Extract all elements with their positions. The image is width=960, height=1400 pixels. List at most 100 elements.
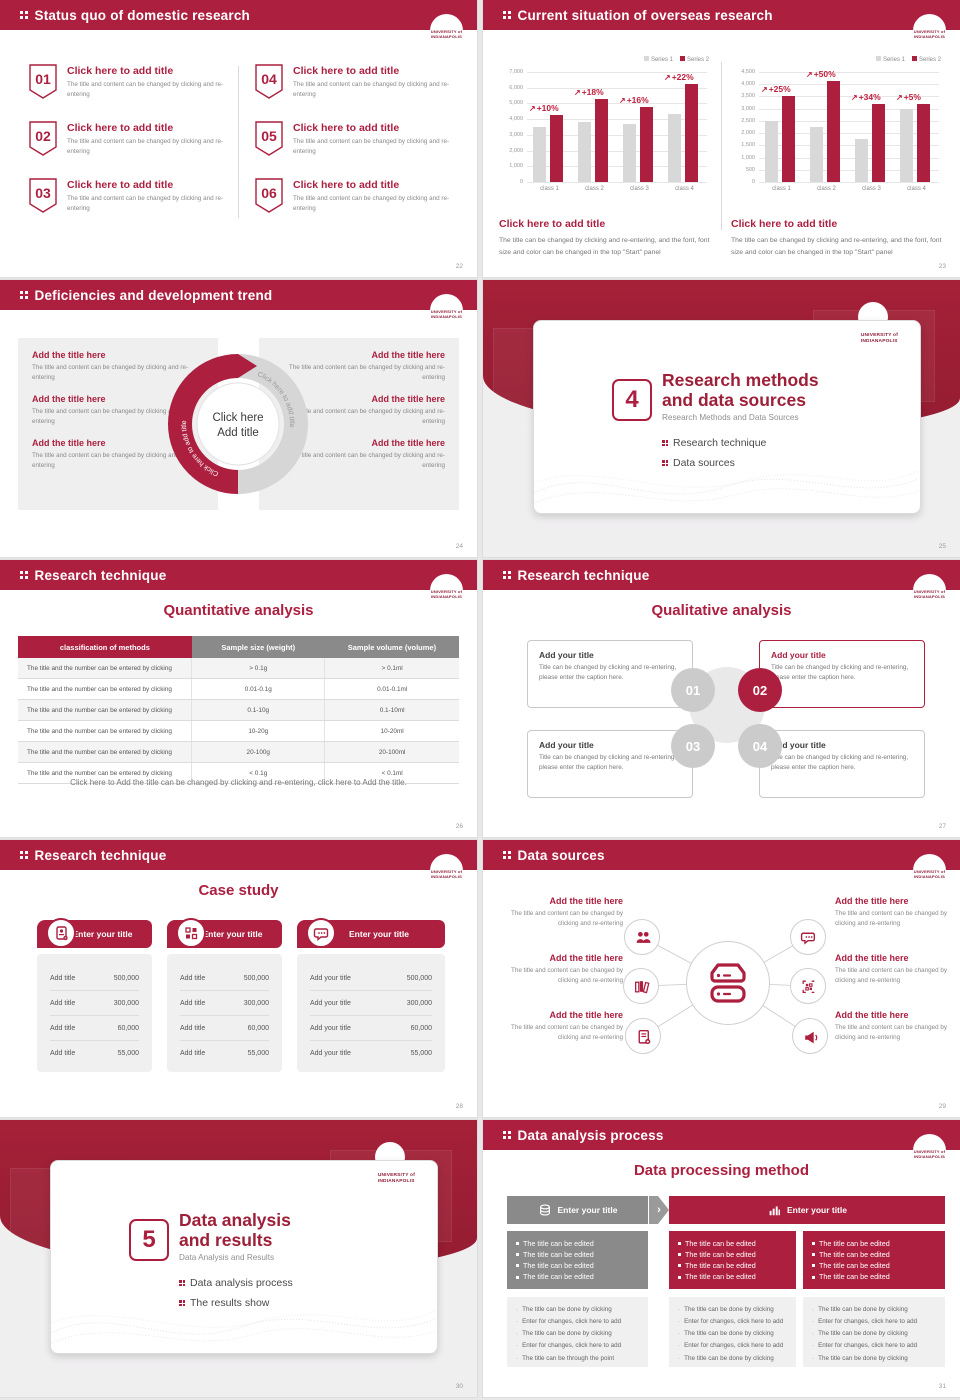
spoke-circle — [623, 968, 659, 1004]
pennant-badge-icon: 02 — [29, 121, 57, 156]
university-logo: UNIVERSITY of INDIANAPOLIS — [913, 1134, 946, 1167]
y-axis-tick-label: 4,000 — [741, 81, 755, 88]
left-text-panel: Add the title here The title and content … — [18, 338, 218, 510]
page-number: 22 — [455, 263, 463, 270]
card-icon-circle — [46, 918, 76, 948]
caption-box-03: Add your title Title can be changed by cl… — [527, 730, 693, 798]
item-body: The title and content can be changed by … — [67, 195, 224, 212]
slide-26-quantitative-analysis[interactable]: Research technique UNIVERSITY of INDIANAP… — [0, 559, 478, 838]
numbered-list-item: 06 Click here to add title The title and c… — [254, 178, 462, 214]
card-header: Enter your title — [297, 918, 445, 948]
university-logo: UNIVERSITY of INDIANAPOLIS — [913, 14, 946, 47]
note-item: · The title can be done by clicking — [678, 1306, 774, 1313]
growth-annotation: ↗+25% — [761, 84, 791, 95]
edit-item: The title can be edited — [516, 1260, 639, 1271]
row-label: Add your title — [310, 1049, 351, 1057]
growth-annotation: ↗+34% — [851, 91, 881, 102]
slide-30-section-data-analysis[interactable]: UNIVERSITY of INDIANAPOLIS 5 Data analysi… — [0, 1119, 478, 1398]
slide-31-data-analysis-process[interactable]: Data analysis process UNIVERSITY of INDIA… — [482, 1119, 960, 1398]
page-number: 28 — [455, 1103, 463, 1110]
spoke-circle — [625, 1018, 661, 1054]
center-label-line2: Add title — [217, 427, 259, 439]
spoke-body: The title and content can be changed by … — [510, 910, 623, 928]
wave-pattern-decoration — [51, 1310, 435, 1344]
section-bullet-icon — [662, 440, 668, 446]
svg-text:05: 05 — [261, 128, 277, 144]
slide-24-deficiencies-trend[interactable]: Deficiencies and development trend UNIVE… — [0, 279, 478, 558]
header-dots-icon — [503, 851, 511, 859]
university-logo: UNIVERSITY of INDIANAPOLIS — [860, 333, 898, 344]
slide-23-overseas-research[interactable]: Current situation of overseas research U… — [482, 0, 960, 278]
bar-series2-class2 — [595, 98, 608, 182]
edit-item: The title can be edited — [678, 1238, 787, 1249]
pennant-badge-icon: 03 — [29, 178, 57, 213]
card-data-row: Add title 55,000 — [50, 1041, 139, 1065]
page-number: 30 — [455, 1383, 463, 1390]
slide-28-case-study[interactable]: Research technique UNIVERSITY of INDIANAP… — [0, 839, 478, 1118]
table-caption: Click here to Add the title can be chang… — [70, 778, 407, 787]
slide-25-section-research-methods[interactable]: UNIVERSITY of INDIANAPOLIS 4 Research met… — [482, 279, 960, 558]
header-dots-icon — [20, 851, 28, 859]
slide-header-band: Status quo of domestic research — [0, 0, 477, 30]
row-value: 55,000 — [117, 1049, 139, 1057]
block-body: The title and content can be changed by … — [32, 408, 189, 426]
number-badge: 01 — [28, 64, 58, 100]
slide-subtitle: Quantitative analysis — [163, 602, 314, 619]
value-cell: < 0.1g — [191, 762, 325, 784]
table-header-cell: Sample size (weight) — [191, 636, 325, 658]
block-body: The title and content can be changed by … — [32, 364, 189, 382]
center-label-line1: Click here — [212, 412, 263, 424]
section-bullet-icon — [662, 460, 668, 466]
y-axis-tick-label: 2,000 — [741, 130, 755, 137]
row-value: 500,000 — [113, 974, 139, 982]
edit-item: The title can be edited — [678, 1260, 787, 1271]
spoke-text-block: Add the title here The title and content … — [497, 1010, 623, 1043]
flow-arrow-icon: › — [649, 1196, 669, 1224]
slide-22-status-quo-domestic[interactable]: Status quo of domestic research UNIVERSI… — [0, 0, 478, 278]
row-label: Add title — [50, 1049, 76, 1057]
box-title: Add your title — [539, 740, 594, 750]
card-data-row: Add your title 55,000 — [310, 1041, 432, 1065]
university-logo: UNIVERSITY of INDIANAPOLIS — [913, 574, 946, 607]
section-bullet-item: Research technique — [662, 437, 766, 449]
svg-text:01: 01 — [35, 71, 51, 87]
spoke-text-block: Add the title here The title and content … — [835, 896, 960, 929]
gridline — [759, 133, 939, 135]
block-body: The title and content can be changed by … — [288, 452, 445, 470]
slide-29-data-sources[interactable]: Data sources UNIVERSITY of INDIANAPOLIS A… — [482, 839, 960, 1118]
row-label: Add title — [50, 999, 76, 1007]
note-list-box: · The title can be done by clicking · Enter… — [669, 1297, 796, 1367]
gridline — [759, 120, 939, 122]
spoke-text-block: Add the title here The title and content … — [497, 953, 623, 986]
slide-27-qualitative-analysis[interactable]: Research technique UNIVERSITY of INDIANAP… — [482, 559, 960, 838]
block-body: The title and content can be changed by … — [32, 452, 189, 470]
table-row: The title and the number can be entered … — [18, 678, 459, 700]
column-divider — [721, 62, 722, 230]
gridline — [527, 182, 707, 183]
section-bullet-icon — [179, 1280, 185, 1286]
value-cell: < 0.1ml — [324, 762, 459, 784]
y-axis-tick-label: 3,500 — [741, 93, 755, 100]
table-row: The title and the number can be entered … — [18, 658, 459, 679]
card-data-row: Add your title 500,000 — [310, 966, 432, 991]
block-title: Add the title here — [32, 438, 106, 449]
number-circle-04: 04 — [738, 724, 782, 768]
bar-series2-class4 — [917, 103, 930, 182]
section-number: 5 — [129, 1219, 169, 1261]
spoke-title: Add the title here — [549, 953, 623, 963]
number-circle-03: 03 — [671, 724, 715, 768]
x-axis-category-label: class 3 — [630, 186, 649, 192]
megaphone-icon — [804, 1031, 817, 1043]
flow-header-gray: Enter your title — [507, 1196, 648, 1224]
y-axis-tick-label: 500 — [745, 166, 755, 173]
gridline — [759, 96, 939, 98]
method-cell: The title and the number can be entered … — [18, 741, 192, 763]
row-label: Add title — [180, 999, 206, 1007]
bar-chart-icon — [769, 1206, 780, 1216]
note-item: · Enter for changes, click here to add — [678, 1342, 784, 1350]
slide-header-band: Current situation of overseas research — [483, 0, 960, 30]
edit-item: The title can be edited — [678, 1271, 787, 1282]
x-axis-category-label: class 4 — [675, 186, 694, 192]
y-axis-tick-label: 0 — [519, 179, 523, 185]
card-body-panel: Add title 500,000 Add title 300,000 Add titl… — [167, 954, 282, 1072]
